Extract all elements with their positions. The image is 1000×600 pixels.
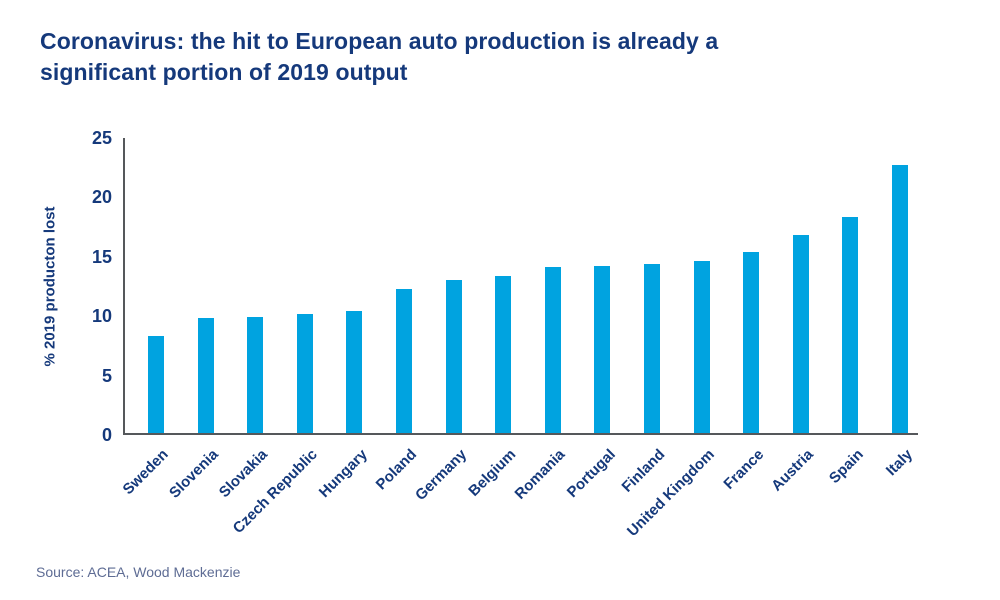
y-axis-tick-label: 15 [91, 246, 112, 267]
bar-poland [396, 289, 412, 433]
bar-spain [842, 216, 859, 433]
bar-austria [792, 234, 809, 433]
y-axis-tick-label: 25 [91, 128, 112, 148]
source-note: Source: ACEA, Wood Mackenzie [36, 564, 241, 580]
bar-sweden [148, 335, 164, 433]
x-axis-label-spain: Spain [825, 446, 867, 487]
bar-finland [644, 264, 660, 433]
x-axis-label-romania: Romania [512, 446, 569, 503]
x-axis-label-portugal: Portugal [563, 446, 619, 502]
y-axis-tick-label: 0 [101, 425, 112, 445]
bar-slovenia [197, 317, 214, 433]
y-axis-title-container: % 2019 producton lost [38, 138, 62, 435]
y-axis-tick-label: 10 [91, 306, 112, 327]
x-axis-label-italy: Italy [882, 446, 917, 480]
x-axis-label-hungary: Hungary [315, 446, 371, 502]
bar-united-kingdom [693, 260, 710, 433]
x-axis-label-belgium: Belgium [465, 446, 520, 500]
x-axis-label-finland: Finland [618, 446, 669, 496]
y-axis-title: % 2019 producton lost [41, 206, 59, 367]
bar-portugal [594, 265, 611, 433]
x-axis-label-slovenia: Slovenia [165, 446, 222, 502]
bar-germany [445, 279, 462, 433]
chart-title-line-2: significant portion of 2019 output [40, 59, 408, 85]
bar-belgium [495, 276, 512, 433]
bar-italy [892, 164, 908, 433]
x-axis-label-poland: Poland [372, 446, 421, 494]
chart-title-line-1: Coronavirus: the hit to European auto pr… [40, 28, 719, 54]
bar-slovakia [247, 316, 264, 433]
bar-france [743, 252, 760, 433]
x-axis-label-germany: Germany [411, 446, 470, 505]
bar-romania [544, 266, 561, 433]
x-axis-label-austria: Austria [768, 446, 817, 495]
y-axis-tick-label: 20 [91, 187, 112, 208]
x-axis-label-france: France [720, 446, 768, 493]
bar-hungary [346, 310, 363, 433]
y-axis-tick-label: 5 [101, 365, 112, 386]
plot-area: Sweden Slovenia Slovakia Czech Republic Hung… [120, 138, 918, 540]
x-axis-label-united-kingdom: United Kingdom [623, 446, 718, 540]
x-axis-label-sweden: Sweden [119, 446, 173, 499]
chart-title: Coronavirus: the hit to European auto pr… [40, 26, 718, 88]
bar-czech-republic [296, 314, 313, 433]
